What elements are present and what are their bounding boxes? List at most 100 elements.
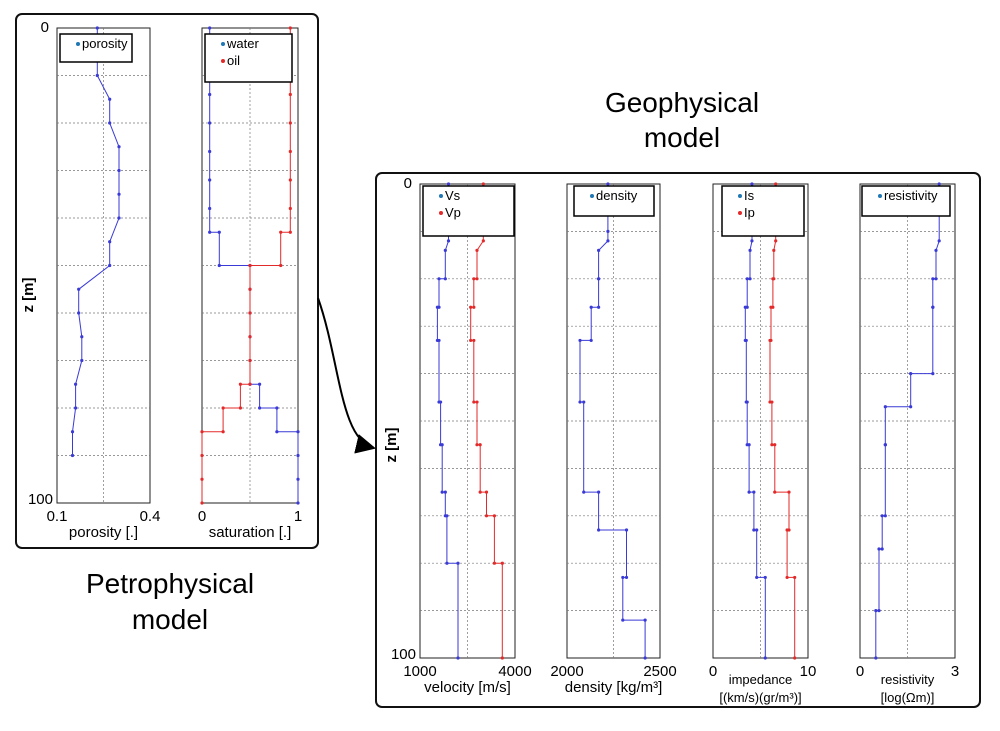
velocity-xtick-label: 4000 xyxy=(498,663,531,680)
impedance-legend-box xyxy=(721,185,805,237)
porosity-series-porosity-point xyxy=(77,311,81,315)
velocity-series-Vp-point xyxy=(484,490,489,494)
velocity-series-Vp-point xyxy=(478,443,482,447)
velocity-legend-marker-Vs xyxy=(439,194,443,198)
porosity-series-porosity-point xyxy=(117,216,121,220)
impedance-series-Ip-point xyxy=(774,239,778,243)
velocity-xtick-label: 1000 xyxy=(403,663,436,680)
impedance-series-Ip-point xyxy=(785,528,789,532)
velocity-legend-label-Vp: Vp xyxy=(445,205,461,220)
geophysical-group-frame xyxy=(375,172,981,708)
impedance-series-Is-point xyxy=(763,575,767,580)
resistivity-xtick-label: 0 xyxy=(856,663,864,680)
porosity-xtick-label: 0.1 xyxy=(47,508,68,525)
porosity-series-porosity-point xyxy=(95,26,99,30)
porosity-series-porosity-point xyxy=(74,382,78,386)
impedance-series-Is-point xyxy=(748,248,752,252)
velocity-xlabel: velocity [m/s] xyxy=(424,679,511,696)
porosity-series-porosity-point xyxy=(95,73,99,78)
porosity-series-porosity-point xyxy=(80,358,84,363)
density-series-density-point xyxy=(606,229,610,233)
impedance-series-Is-point xyxy=(755,528,759,532)
saturation-series-water-point xyxy=(208,92,212,97)
connector-arrow xyxy=(317,297,376,454)
velocity-series-Vs-point xyxy=(446,239,451,243)
velocity-series-Vp-point xyxy=(500,561,504,565)
density-series-density-point xyxy=(597,248,601,252)
impedance-series-Ip-point xyxy=(793,575,797,580)
saturation-series-water-point xyxy=(275,430,279,434)
impedance-panel: Is Ip 0 10 impedance [(km/s)(gr/m³)] xyxy=(709,182,817,705)
velocity-series-Vp-point xyxy=(484,514,489,518)
density-series-density-point xyxy=(597,305,601,309)
velocity-series-Vs-point xyxy=(440,443,444,447)
saturation-xlabel: saturation [.] xyxy=(209,524,292,541)
velocity-series-Vs-point xyxy=(443,248,447,252)
porosity-series-porosity-point xyxy=(70,453,75,458)
resistivity-series-resistivity-point xyxy=(934,248,938,252)
saturation-series-oil-point xyxy=(248,311,252,315)
velocity-series-Vs-point xyxy=(445,514,449,518)
impedance-series-Is-point xyxy=(763,656,767,660)
saturation-series-oil-point xyxy=(200,477,204,481)
saturation-series-water-point xyxy=(296,453,300,458)
saturation-series-water-point xyxy=(258,406,262,410)
resistivity-series-resistivity-point xyxy=(937,182,941,186)
impedance-series-Ip-point xyxy=(773,490,777,494)
velocity-series-Vp-point xyxy=(472,305,476,309)
saturation-series-water-point xyxy=(208,206,212,211)
impedance-series-Ip-point xyxy=(768,338,772,343)
impedance-series-Is-point xyxy=(747,490,751,494)
geophysical-title-line2: model xyxy=(644,122,720,153)
saturation-series-oil-point xyxy=(279,230,283,234)
velocity-series-Vp-point xyxy=(481,182,485,186)
resistivity-legend-marker-resistivity xyxy=(878,194,882,198)
density-series-density-point xyxy=(578,400,582,404)
saturation-legend-label-water: water xyxy=(226,36,259,51)
velocity-series-Vp-point xyxy=(492,561,497,565)
saturation-series-oil-point xyxy=(221,430,225,434)
saturation-series-oil-point xyxy=(248,335,252,339)
impedance-xtick-label: 10 xyxy=(800,663,817,680)
density-series-density-point xyxy=(606,182,610,186)
saturation-series-water-point xyxy=(275,406,279,410)
impedance-xlabel: impedance xyxy=(729,672,793,687)
saturation-series-oil-point xyxy=(288,149,292,154)
impedance-series-Ip-point xyxy=(774,182,778,186)
saturation-series-oil-point xyxy=(200,501,204,505)
porosity-series-porosity-point xyxy=(108,240,112,244)
velocity-series-Vs-point xyxy=(440,490,444,494)
porosity-series-porosity-point xyxy=(70,430,75,434)
velocity-series-Vs-point xyxy=(443,277,447,281)
geophysical-title-line1: Geophysical xyxy=(605,87,759,118)
porosity-legend-marker-porosity xyxy=(76,42,80,46)
velocity-series-Vp-point xyxy=(481,239,485,243)
resistivity-xlabel: resistivity xyxy=(881,672,935,687)
resistivity-series-resistivity-point xyxy=(931,305,935,309)
density-legend-marker-density xyxy=(590,194,594,198)
resistivity-series-resistivity-point xyxy=(877,609,881,613)
saturation-series-oil-point xyxy=(248,358,252,363)
resistivity-panel: resistivity 0 3 resistivity [log(Ωm)] xyxy=(856,182,959,705)
velocity-series-Vp-point xyxy=(472,400,476,404)
impedance-series-Is-point xyxy=(744,338,748,343)
velocity-series-Vs-point xyxy=(437,338,441,343)
saturation-series-oil-point xyxy=(288,26,292,30)
porosity-series-porosity-point xyxy=(108,121,112,125)
density-series-density-point xyxy=(582,400,586,404)
resistivity-series-resistivity-point xyxy=(877,547,881,551)
density-series-density-point xyxy=(621,618,625,622)
impedance-series-Is-point xyxy=(745,277,749,281)
resistivity-series-resistivity-point xyxy=(931,277,935,281)
resistivity-series-resistivity-point xyxy=(931,372,935,376)
density-series-density-point xyxy=(597,277,601,281)
petrophysical-title-line2: model xyxy=(132,604,208,635)
porosity-series-porosity-point xyxy=(74,406,78,410)
velocity-legend-box xyxy=(422,185,515,237)
petrophysical-group-frame xyxy=(15,13,319,549)
resistivity-series-resistivity-point xyxy=(874,656,878,660)
saturation-series-oil-point xyxy=(248,263,252,268)
porosity-xtick-label: 0.4 xyxy=(140,508,161,525)
